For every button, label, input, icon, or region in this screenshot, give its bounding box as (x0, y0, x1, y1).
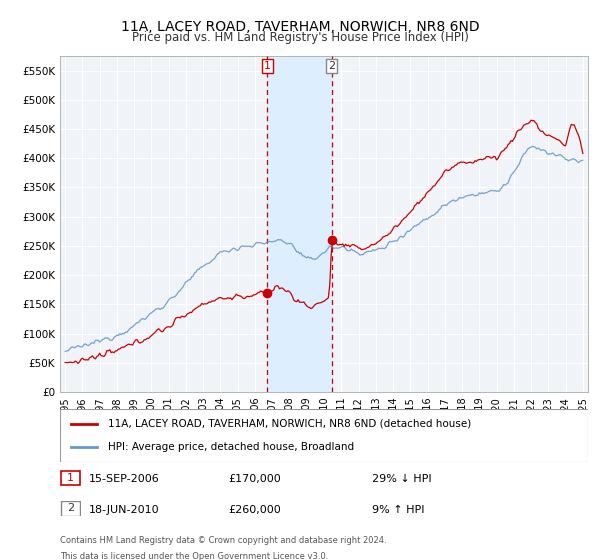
Bar (267, 56, 332, 392)
Text: Contains HM Land Registry data © Crown copyright and database right 2024.: Contains HM Land Registry data © Crown c… (60, 536, 386, 545)
Text: 1: 1 (263, 61, 271, 71)
Text: £170,000: £170,000 (228, 474, 281, 484)
Text: Price paid vs. HM Land Registry's House Price Index (HPI): Price paid vs. HM Land Registry's House … (131, 31, 469, 44)
Text: 1: 1 (67, 473, 74, 483)
Text: 11A, LACEY ROAD, TAVERHAM, NORWICH, NR8 6ND (detached house): 11A, LACEY ROAD, TAVERHAM, NORWICH, NR8 … (107, 419, 471, 429)
Text: HPI: Average price, detached house, Broadland: HPI: Average price, detached house, Broa… (107, 442, 353, 452)
Text: 2: 2 (67, 503, 74, 514)
Text: 18-JUN-2010: 18-JUN-2010 (89, 505, 160, 515)
FancyBboxPatch shape (60, 409, 588, 462)
FancyBboxPatch shape (61, 501, 80, 516)
Text: This data is licensed under the Open Government Licence v3.0.: This data is licensed under the Open Gov… (60, 552, 328, 560)
Text: 9% ↑ HPI: 9% ↑ HPI (372, 505, 425, 515)
Text: 15-SEP-2006: 15-SEP-2006 (89, 474, 160, 484)
Text: £260,000: £260,000 (228, 505, 281, 515)
Text: 29% ↓ HPI: 29% ↓ HPI (372, 474, 431, 484)
Text: 11A, LACEY ROAD, TAVERHAM, NORWICH, NR8 6ND: 11A, LACEY ROAD, TAVERHAM, NORWICH, NR8 … (121, 20, 479, 34)
FancyBboxPatch shape (61, 470, 80, 485)
Text: 2: 2 (328, 61, 335, 71)
